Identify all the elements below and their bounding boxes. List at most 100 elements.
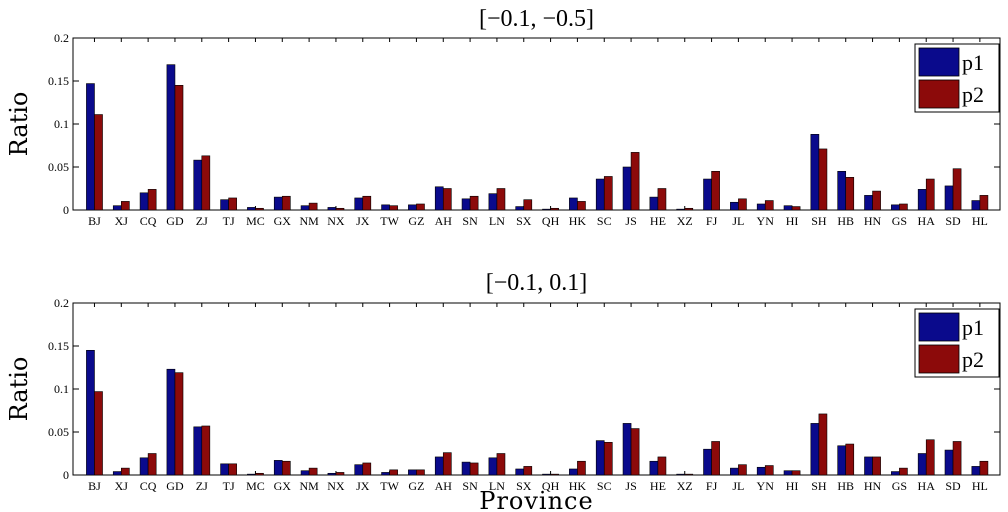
bar-p1 bbox=[971, 466, 981, 476]
bar-p2 bbox=[523, 466, 533, 476]
bar-p2 bbox=[818, 148, 828, 211]
bar-p1 bbox=[864, 195, 873, 211]
bar-p1 bbox=[247, 207, 256, 211]
bar-p1 bbox=[488, 193, 498, 211]
ytick-label: 0.2 bbox=[54, 296, 69, 310]
bar-p1 bbox=[112, 205, 122, 211]
bar-p1 bbox=[810, 134, 820, 211]
bar-p1 bbox=[730, 467, 739, 476]
bar-p2 bbox=[201, 425, 211, 476]
bar-p2 bbox=[979, 195, 989, 211]
xtick-label: NX bbox=[327, 479, 345, 493]
xtick-label: NX bbox=[327, 214, 345, 228]
bar-p1 bbox=[139, 457, 149, 476]
ytick-label: 0.05 bbox=[48, 425, 69, 439]
xtick-label: ZJ bbox=[196, 214, 208, 228]
xtick-label: GD bbox=[166, 214, 184, 228]
xtick-label: HN bbox=[864, 479, 882, 493]
bar-p2 bbox=[362, 195, 372, 211]
bar-p1 bbox=[408, 204, 417, 211]
bar-p2 bbox=[281, 195, 291, 211]
xtick-label: TJ bbox=[223, 479, 235, 493]
bar-p2 bbox=[335, 472, 345, 476]
xtick-label: HK bbox=[569, 479, 587, 493]
bar-p1 bbox=[327, 207, 337, 211]
xtick-label: HI bbox=[786, 479, 799, 493]
bar-p1 bbox=[971, 200, 981, 211]
bar-p1 bbox=[327, 472, 337, 476]
xtick-label: MC bbox=[246, 214, 265, 228]
bar-p1 bbox=[676, 208, 686, 211]
bar-p1 bbox=[622, 423, 632, 476]
bar-p1 bbox=[595, 440, 605, 476]
x-axis-label: Province bbox=[479, 487, 593, 512]
bar-p2 bbox=[496, 453, 506, 476]
bar-p2 bbox=[738, 198, 747, 211]
bar-p1 bbox=[273, 460, 283, 476]
xtick-label: HK bbox=[569, 214, 587, 228]
bar-p1 bbox=[488, 457, 498, 476]
legend-swatch-p2 bbox=[918, 344, 960, 374]
bar-p2 bbox=[657, 456, 667, 476]
bar-p2 bbox=[469, 195, 479, 211]
chart-panel-bottom: 0 0.05 0.1 0.15 0.2 BJ XJ CQ GD ZJ TJ MC GX NM NX JX TW G… bbox=[5, 270, 1001, 512]
chart-panel-top: 0 0.05 0.1 0.15 0.2 BJ XJ CQ GD ZJ TJ MC GX NM NX JX TW G… bbox=[5, 6, 1001, 228]
xtick-label: GD bbox=[166, 479, 184, 493]
xtick-label: ZJ bbox=[196, 479, 208, 493]
bar-p1 bbox=[193, 159, 203, 211]
bar-p2 bbox=[174, 372, 184, 476]
ytick-label: 0.1 bbox=[54, 382, 69, 396]
legend-swatch-p2 bbox=[918, 79, 960, 109]
bar-p1 bbox=[139, 192, 149, 211]
xtick-label: SN bbox=[462, 479, 478, 493]
xtick-label: HL bbox=[972, 479, 988, 493]
bar-p2 bbox=[120, 201, 130, 211]
xtick-label: LN bbox=[489, 214, 505, 228]
bar-p2 bbox=[952, 441, 962, 476]
bar-p1 bbox=[515, 468, 525, 476]
xtick-label: JL bbox=[732, 214, 744, 228]
bar-p1 bbox=[354, 464, 364, 476]
xtick-label: QH bbox=[542, 214, 560, 228]
bar-p1 bbox=[783, 205, 793, 211]
bar-p1 bbox=[676, 473, 686, 476]
xtick-label: TW bbox=[380, 214, 399, 228]
bar-p1 bbox=[86, 349, 95, 476]
bar-p1 bbox=[86, 83, 95, 211]
bar-p2 bbox=[577, 201, 586, 211]
xtick-label: SD bbox=[945, 479, 961, 493]
xtick-label: HA bbox=[918, 214, 936, 228]
bar-p2 bbox=[496, 188, 506, 211]
bar-p1 bbox=[220, 199, 229, 211]
xtick-label: YN bbox=[757, 479, 775, 493]
bar-p2 bbox=[952, 168, 962, 211]
bar-p1 bbox=[917, 189, 927, 211]
xtick-label: SX bbox=[516, 479, 532, 493]
bar-p2 bbox=[630, 428, 640, 476]
xtick-label: TJ bbox=[223, 214, 235, 228]
ytick-label: 0.15 bbox=[48, 339, 69, 353]
bar-p2 bbox=[469, 462, 479, 476]
bar-p1 bbox=[354, 197, 364, 211]
bar-p2 bbox=[255, 207, 264, 211]
xtick-label: GZ bbox=[408, 479, 424, 493]
xtick-label: HA bbox=[918, 479, 936, 493]
bar-p2 bbox=[416, 469, 425, 476]
legend-swatch-p1 bbox=[918, 47, 960, 77]
bar-p1 bbox=[810, 423, 820, 476]
bar-p1 bbox=[408, 469, 417, 476]
ytick-label: 0.2 bbox=[54, 31, 69, 45]
bar-p2 bbox=[979, 460, 989, 476]
bar-p2 bbox=[308, 202, 318, 211]
xtick-label: XZ bbox=[677, 479, 693, 493]
xtick-label: JX bbox=[356, 479, 370, 493]
bar-p2 bbox=[684, 207, 694, 211]
bar-p2 bbox=[577, 460, 586, 476]
xtick-label: YN bbox=[757, 214, 775, 228]
bar-p1 bbox=[622, 166, 632, 211]
bar-p1 bbox=[864, 456, 873, 476]
xtick-label: HB bbox=[837, 479, 854, 493]
xtick-label: GZ bbox=[408, 214, 424, 228]
